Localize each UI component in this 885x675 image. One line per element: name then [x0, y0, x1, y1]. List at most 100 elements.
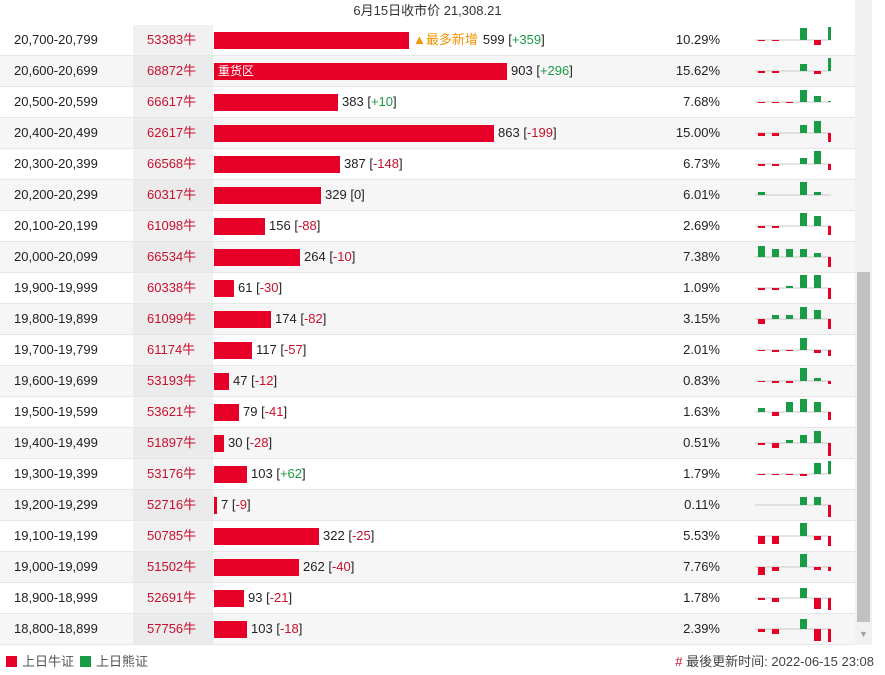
spark-bull-bar	[772, 412, 779, 416]
cbbc-price: 53193牛	[147, 373, 197, 388]
quantity-bar	[214, 621, 247, 638]
spark-bear-bar	[758, 192, 765, 195]
cbbc-price: 51502牛	[147, 559, 197, 574]
spark-bull-bar	[772, 71, 779, 73]
trend-sparkline	[755, 27, 831, 45]
range-label: 19,800-19,899	[14, 311, 98, 326]
percentage: 2.01%	[683, 342, 720, 357]
cbbc-price: 68872牛	[147, 63, 197, 78]
table-row: 19,800-19,899 61099牛 174 [-82] 3.15%	[0, 304, 855, 335]
spark-bear-bar	[814, 497, 821, 505]
spark-bull-bar	[772, 443, 779, 448]
quantity-bar	[214, 218, 265, 235]
quantity-bar	[214, 311, 271, 328]
cbbc-price: 53383牛	[147, 32, 197, 47]
count: 387	[344, 156, 366, 171]
count-change: -41	[264, 404, 284, 419]
count-change: -12	[254, 373, 274, 388]
count: 322	[323, 528, 345, 543]
table-row: 19,000-19,099 51502牛 262 [-40] 7.76%	[0, 552, 855, 583]
quantity-value: 264 [-10]	[304, 249, 356, 264]
spark-bear-bar	[814, 431, 821, 443]
range-label: 18,800-18,899	[14, 621, 98, 636]
quantity-bar	[214, 497, 217, 514]
spark-bear-bar	[800, 588, 807, 598]
spark-bear-bar	[828, 461, 831, 474]
spark-bear-bar	[800, 64, 807, 71]
spark-bull-bar	[814, 40, 821, 45]
range-label: 19,700-19,799	[14, 342, 98, 357]
price-cell	[133, 459, 213, 489]
quantity-value: 383 [+10]	[342, 94, 397, 109]
cbbc-price: 66617牛	[147, 94, 197, 109]
range-label: 20,500-20,599	[14, 94, 98, 109]
price-cell	[133, 180, 213, 210]
price-cell	[133, 397, 213, 427]
quantity-value: 156 [-88]	[269, 218, 321, 233]
quantity-bar: 重货区	[214, 63, 507, 80]
count-change: -9	[235, 497, 248, 512]
cbbc-price: 53176牛	[147, 466, 197, 481]
spark-bear-bar	[800, 399, 807, 412]
quantity-bar	[214, 32, 409, 49]
spark-bear-bar	[800, 275, 807, 288]
trend-sparkline	[755, 461, 831, 476]
range-label: 20,400-20,499	[14, 125, 98, 140]
closing-price-header: 6月15日收市价 21,308.21	[353, 3, 502, 18]
quantity-value: 903 [+296]	[511, 63, 573, 78]
table-row: 18,900-18,999 52691牛 93 [-21] 1.78%	[0, 583, 855, 614]
trend-sparkline	[755, 523, 831, 546]
price-cell	[133, 56, 213, 86]
spark-bear-bar	[828, 58, 831, 71]
scroll-down-icon[interactable]: ▼	[859, 629, 868, 639]
trend-sparkline	[755, 497, 831, 517]
spark-bull-bar	[758, 629, 765, 632]
spark-bear-bar	[800, 307, 807, 319]
count-change: -40	[331, 559, 351, 574]
legend-bull: 上日牛证	[6, 651, 74, 673]
spark-bear-bar	[786, 402, 793, 412]
count: 103	[251, 466, 273, 481]
table-row: 19,200-19,299 52716牛 7 [-9] 0.11%	[0, 490, 855, 521]
legend-bear-label: 上日熊证	[96, 654, 149, 669]
quantity-bar	[214, 559, 299, 576]
cbbc-price: 61099牛	[147, 311, 197, 326]
count: 30	[228, 435, 243, 450]
count-change: -28	[249, 435, 269, 450]
quantity-value: 93 [-21]	[248, 590, 293, 605]
price-cell	[133, 273, 213, 303]
spark-bear-bar	[800, 338, 807, 350]
quantity-value: 262 [-40]	[303, 559, 355, 574]
trend-sparkline	[755, 399, 831, 420]
quantity-bar	[214, 466, 247, 483]
spark-bull-bar	[758, 350, 765, 351]
spark-bull-bar	[758, 71, 765, 73]
quantity-value: 79 [-41]	[243, 404, 288, 419]
percentage: 7.76%	[683, 559, 720, 574]
spark-bull-bar	[828, 536, 831, 546]
spark-bull-bar	[772, 474, 779, 475]
table-row: 20,600-20,699 68872牛 重货区 903 [+296] 15.62%	[0, 56, 855, 87]
spark-bull-bar	[758, 598, 765, 600]
spark-bull-bar	[828, 133, 831, 142]
count: 47	[233, 373, 248, 388]
cbbc-price: 52691牛	[147, 590, 197, 605]
cbbc-price: 53621牛	[147, 404, 197, 419]
spark-bull-bar	[814, 567, 821, 570]
spark-bull-bar	[772, 629, 779, 634]
count-change: -18	[279, 621, 299, 636]
spark-bull-bar	[772, 381, 779, 383]
spark-bull-bar	[758, 319, 765, 324]
count: 863	[498, 125, 520, 140]
spark-bull-bar	[786, 474, 793, 475]
percentage: 1.63%	[683, 404, 720, 419]
scrollbar-thumb[interactable]	[857, 272, 870, 622]
spark-bear-bar	[828, 27, 831, 40]
table-row: 18,800-18,899 57756牛 103 [-18] 2.39%	[0, 614, 855, 645]
spark-bear-bar	[814, 121, 821, 133]
spark-bear-bar	[800, 554, 807, 567]
range-label: 19,300-19,399	[14, 466, 98, 481]
spark-bear-bar	[800, 28, 807, 40]
spark-bear-bar	[758, 246, 765, 257]
quantity-bar	[214, 435, 224, 452]
